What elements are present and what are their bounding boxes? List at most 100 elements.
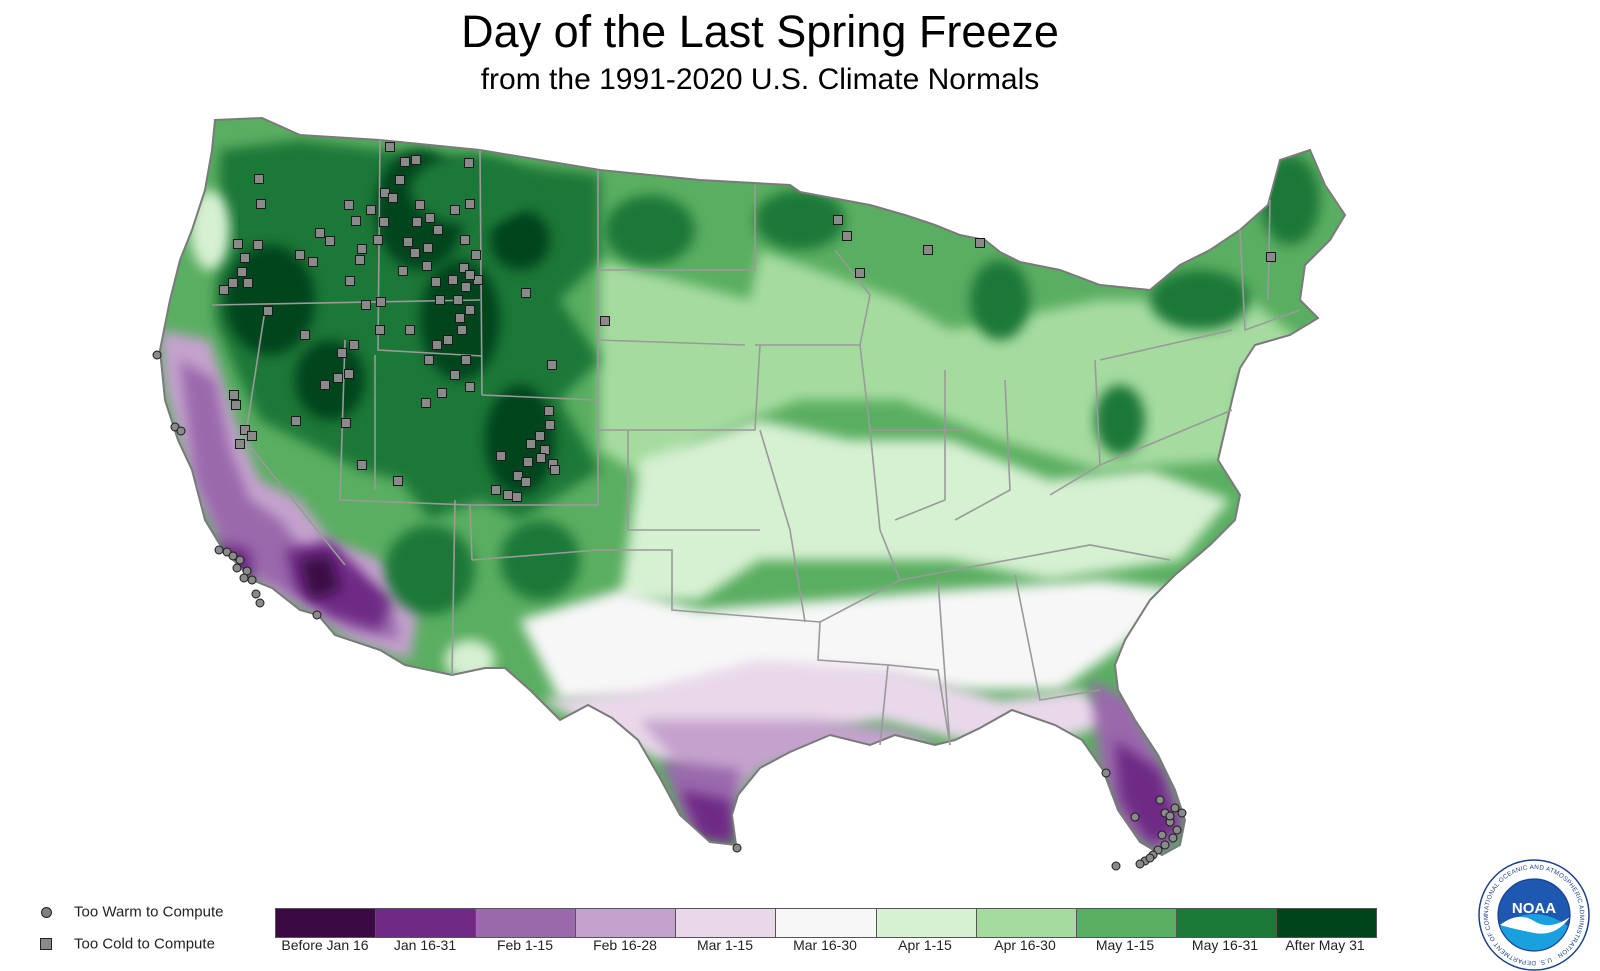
too-cold-marker — [453, 295, 463, 305]
too-cold-legend: Too Cold to Compute — [40, 935, 215, 953]
too-cold-marker — [349, 340, 359, 350]
too-warm-marker — [1145, 853, 1155, 863]
too-cold-marker — [361, 300, 371, 310]
too-cold-marker — [465, 199, 475, 209]
too-cold-marker — [521, 477, 531, 487]
scale-swatch — [776, 909, 877, 937]
scale-swatch — [976, 909, 1077, 937]
too-cold-marker — [975, 238, 985, 248]
too-warm-marker — [1155, 795, 1165, 805]
too-cold-marker — [512, 492, 522, 502]
too-cold-marker — [550, 465, 560, 475]
scale-label: After May 31 — [1285, 937, 1365, 953]
too-cold-marker — [376, 297, 386, 307]
too-cold-marker — [435, 295, 445, 305]
too-cold-marker — [333, 373, 343, 383]
too-warm-marker — [255, 598, 265, 608]
too-cold-marker — [355, 255, 365, 265]
too-cold-marker — [263, 306, 273, 316]
too-cold-marker — [544, 406, 554, 416]
too-cold-marker — [229, 390, 239, 400]
too-cold-marker — [425, 213, 435, 223]
too-warm-marker — [152, 350, 162, 360]
too-cold-marker — [345, 276, 355, 286]
scale-label: Apr 16-30 — [994, 937, 1056, 953]
too-cold-marker — [410, 248, 420, 258]
too-cold-marker — [471, 250, 481, 260]
too-warm-marker — [1165, 811, 1175, 821]
too-cold-marker — [450, 205, 460, 215]
too-cold-marker — [460, 235, 470, 245]
too-warm-marker — [247, 575, 257, 585]
scale-label: May 16-31 — [1191, 937, 1259, 953]
too-cold-marker — [395, 175, 405, 185]
too-cold-marker — [357, 460, 367, 470]
too-cold-marker — [405, 325, 415, 335]
too-cold-marker — [233, 239, 243, 249]
too-cold-marker — [344, 369, 354, 379]
state-borders — [159, 117, 1346, 856]
too-cold-marker — [235, 439, 245, 449]
color-scale-labels: Before Jan 16 Jan 16-31 Feb 1-15 Feb 16-28 M… — [275, 937, 1375, 953]
too-warm-marker — [1172, 825, 1182, 835]
too-cold-marker — [600, 316, 610, 326]
too-cold-marker — [400, 157, 410, 167]
scale-swatch — [476, 909, 577, 937]
too-cold-marker — [253, 240, 263, 250]
too-cold-marker — [237, 267, 247, 277]
too-cold-marker — [491, 485, 501, 495]
scale-label: Before Jan 16 — [281, 937, 369, 953]
too-cold-marker — [443, 335, 453, 345]
too-cold-marker — [240, 425, 250, 435]
too-cold-marker — [398, 266, 408, 276]
scale-label: Feb 16-28 — [593, 937, 657, 953]
too-cold-marker — [393, 476, 403, 486]
too-cold-marker — [503, 490, 513, 500]
too-cold-marker — [243, 278, 253, 288]
too-cold-marker — [308, 257, 318, 267]
scale-label: Mar 1-15 — [696, 937, 754, 953]
too-cold-marker — [461, 282, 471, 292]
too-cold-marker — [536, 453, 546, 463]
too-cold-marker — [1266, 252, 1276, 262]
map-title: Day of the Last Spring Freeze — [461, 6, 1059, 57]
too-cold-marker — [231, 400, 241, 410]
too-cold-marker — [247, 431, 257, 441]
too-cold-marker — [535, 431, 545, 441]
too-warm-marker — [1170, 803, 1180, 813]
too-cold-marker — [448, 275, 458, 285]
too-cold-marker — [545, 420, 555, 430]
too-cold-marker — [432, 340, 442, 350]
too-cold-marker — [457, 325, 467, 335]
scale-swatch — [276, 909, 377, 937]
too-cold-marker — [923, 245, 933, 255]
too-warm-marker — [1101, 768, 1111, 778]
too-cold-marker — [465, 382, 475, 392]
too-cold-marker — [455, 313, 465, 323]
noaa-logo-text: NOAA — [1512, 900, 1556, 917]
scale-label: Feb 1-15 — [496, 937, 554, 953]
too-cold-marker — [513, 471, 523, 481]
too-warm-marker — [312, 610, 322, 620]
too-cold-marker — [526, 439, 536, 449]
too-cold-marker — [357, 244, 367, 254]
too-cold-marker — [228, 278, 238, 288]
too-cold-marker — [320, 380, 330, 390]
scale-swatch — [876, 909, 977, 937]
too-cold-marker — [437, 388, 447, 398]
too-warm-marker — [732, 843, 742, 853]
too-cold-label: Too Cold to Compute — [74, 935, 215, 953]
too-cold-marker — [547, 360, 557, 370]
too-cold-marker — [351, 216, 361, 226]
too-cold-marker — [415, 200, 425, 210]
too-cold-marker — [459, 263, 469, 273]
too-warm-marker — [228, 551, 238, 561]
too-cold-marker — [341, 418, 351, 428]
scale-swatch — [1276, 909, 1377, 937]
too-cold-marker — [373, 235, 383, 245]
square-marker-icon — [40, 938, 52, 951]
noaa-logo: NATIONAL OCEANIC AND ATMOSPHERIC ADMINIS… — [1478, 859, 1590, 971]
too-cold-marker — [240, 253, 250, 263]
too-cold-marker — [523, 457, 533, 467]
